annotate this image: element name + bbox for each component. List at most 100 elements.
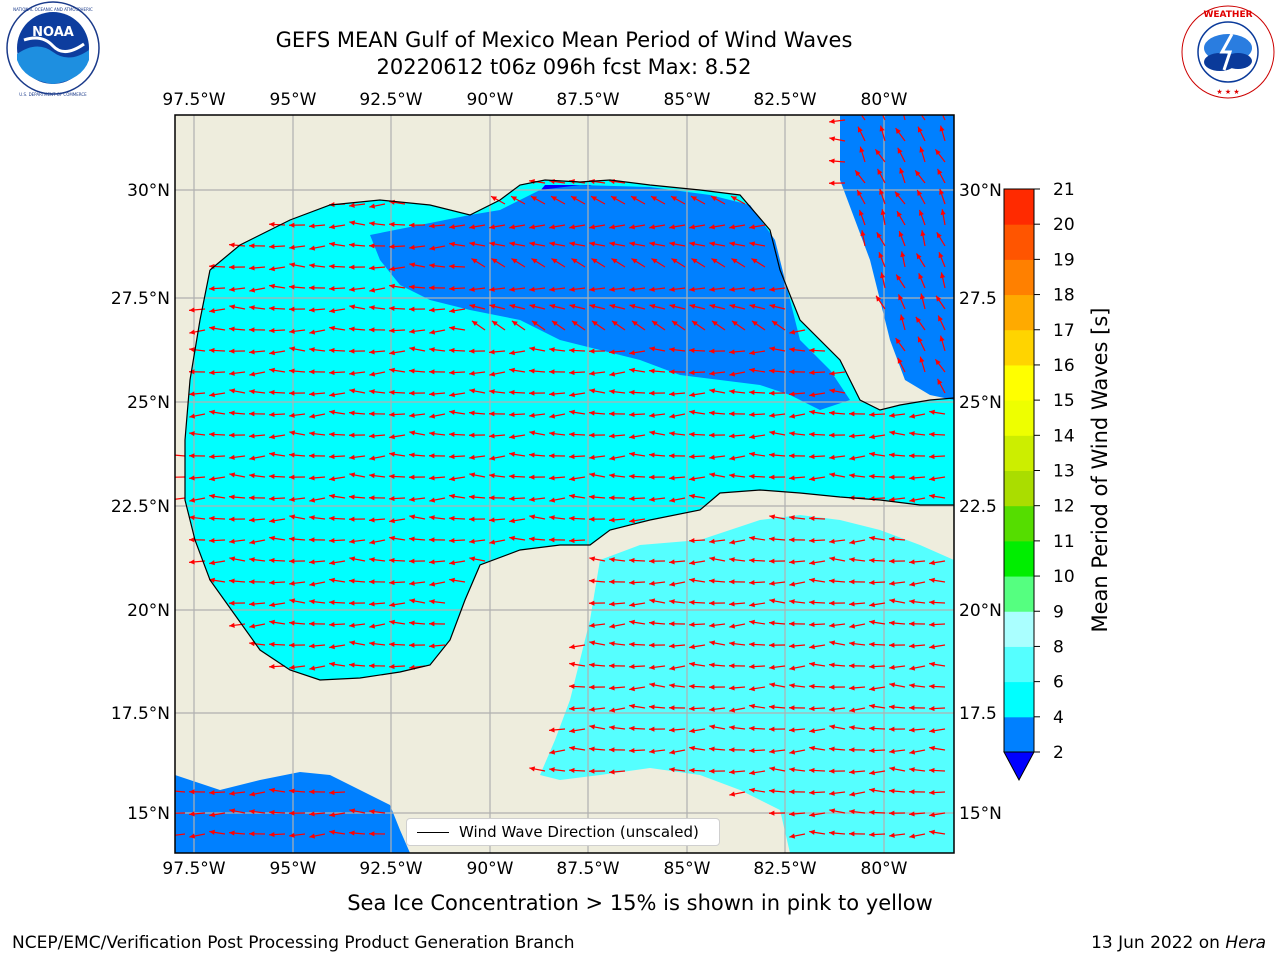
wind-wave-arrow [937,315,946,331]
wind-wave-arrow [175,497,186,500]
wind-wave-arrow [249,473,266,479]
wind-wave-arrow [669,497,686,503]
wind-wave-arrow [889,430,906,436]
wind-wave-arrow [328,431,346,438]
wind-wave-arrow [529,346,546,352]
wind-wave-arrow [549,286,566,292]
colorbar-extend-arrow [1003,751,1035,782]
wind-wave-arrow [749,350,766,356]
wind-wave-arrow [729,685,746,691]
wind-wave-arrow [808,683,826,690]
wind-wave-arrow [329,493,346,499]
wind-wave-arrow [448,263,466,270]
wind-wave-arrow [908,789,926,795]
wind-wave-arrow [349,410,366,416]
wind-wave-arrow [748,663,766,670]
wind-wave-arrow [648,390,666,396]
wind-wave-arrow [888,810,906,816]
wind-wave-arrow [529,496,546,502]
wind-wave-arrow [209,560,226,566]
wind-wave-arrow [609,224,626,230]
wind-wave-arrow [389,367,406,373]
wind-wave-arrow [590,195,606,205]
wind-wave-arrow [248,243,266,249]
wind-wave-arrow [269,535,286,541]
wind-wave-arrow [449,241,466,247]
wind-wave-arrow [669,581,686,587]
wind-wave-arrow [408,390,426,396]
wind-wave-arrow [788,705,806,711]
wind-wave-arrow [229,286,246,292]
wind-wave-arrow [849,685,866,691]
wind-wave-arrow [789,683,806,689]
wind-wave-arrow [429,643,446,649]
wind-wave-arrow [368,495,386,501]
wind-wave-arrow [175,833,186,836]
wind-wave-arrow [549,391,566,397]
wind-wave-arrow [429,475,446,481]
wind-wave-arrow [469,286,486,292]
wind-wave-arrow [489,389,506,395]
map-frame [174,114,955,854]
wind-wave-arrow [709,746,726,752]
wind-wave-arrow [568,683,586,690]
wind-wave-arrow [729,224,746,230]
lat-right-label-0: 30°N [959,181,1002,201]
wind-wave-arrow [789,347,806,353]
wind-wave-arrow [751,320,766,331]
svg-text:U.S. DEPARTMENT OF COMMERCE: U.S. DEPARTMENT OF COMMERCE [19,92,87,97]
wind-wave-arrow [929,560,946,566]
wind-wave-arrow [531,320,546,331]
wind-wave-arrow [409,620,426,626]
wind-wave-arrow [591,258,606,268]
wind-wave-arrow [649,496,666,502]
wind-wave-arrow [369,203,386,209]
wind-wave-arrow [249,601,266,607]
wind-wave-arrow [589,241,606,247]
colorbar-segment-2 [1004,646,1034,683]
wind-wave-arrow [928,789,946,796]
wind-wave-arrow [928,599,946,606]
wind-wave-arrow [228,432,246,438]
wind-wave-arrow [869,451,886,457]
wind-wave-arrow [509,286,526,292]
wind-wave-arrow [629,518,646,524]
wind-wave-arrow [529,536,546,542]
wind-wave-arrow [551,258,566,268]
wind-wave-arrow [829,706,846,712]
wind-wave-arrow [769,536,786,542]
wind-wave-arrow [509,451,526,457]
wind-wave-arrow [849,473,866,479]
wind-wave-arrow [349,388,366,394]
wind-wave-arrow [388,221,406,228]
wind-wave-arrow [909,665,926,671]
wind-wave-arrow [549,767,566,773]
wind-wave-arrow [748,641,766,648]
wind-wave-arrow [708,348,726,354]
wind-wave-arrow [729,473,746,479]
wind-wave-arrow [808,599,826,606]
wind-wave-arrow [609,707,626,713]
wind-wave-arrow [649,241,666,247]
wind-wave-arrow [589,388,606,394]
wind-wave-arrow [860,230,866,247]
wind-wave-arrow [857,126,866,142]
wind-wave-arrow [808,705,826,712]
wind-wave-arrow [409,580,426,586]
wind-wave-arrow [389,283,406,289]
wind-wave-arrow [709,286,726,292]
wind-wave-arrow [649,748,666,754]
wind-wave-arrow [409,536,426,542]
wind-wave-arrow [469,472,486,478]
wind-wave-arrow [729,557,746,563]
wind-wave-arrow [869,434,886,440]
colorbar-segment-3 [1004,611,1034,647]
wind-wave-arrow [848,663,866,669]
wind-wave-arrow [828,600,846,606]
wind-wave-arrow [249,265,266,271]
wind-wave-arrow [329,325,346,331]
wind-wave-arrow [209,493,226,499]
wind-wave-arrow [448,347,466,354]
wind-wave-arrow [611,258,626,268]
wind-wave-arrow [868,579,886,586]
